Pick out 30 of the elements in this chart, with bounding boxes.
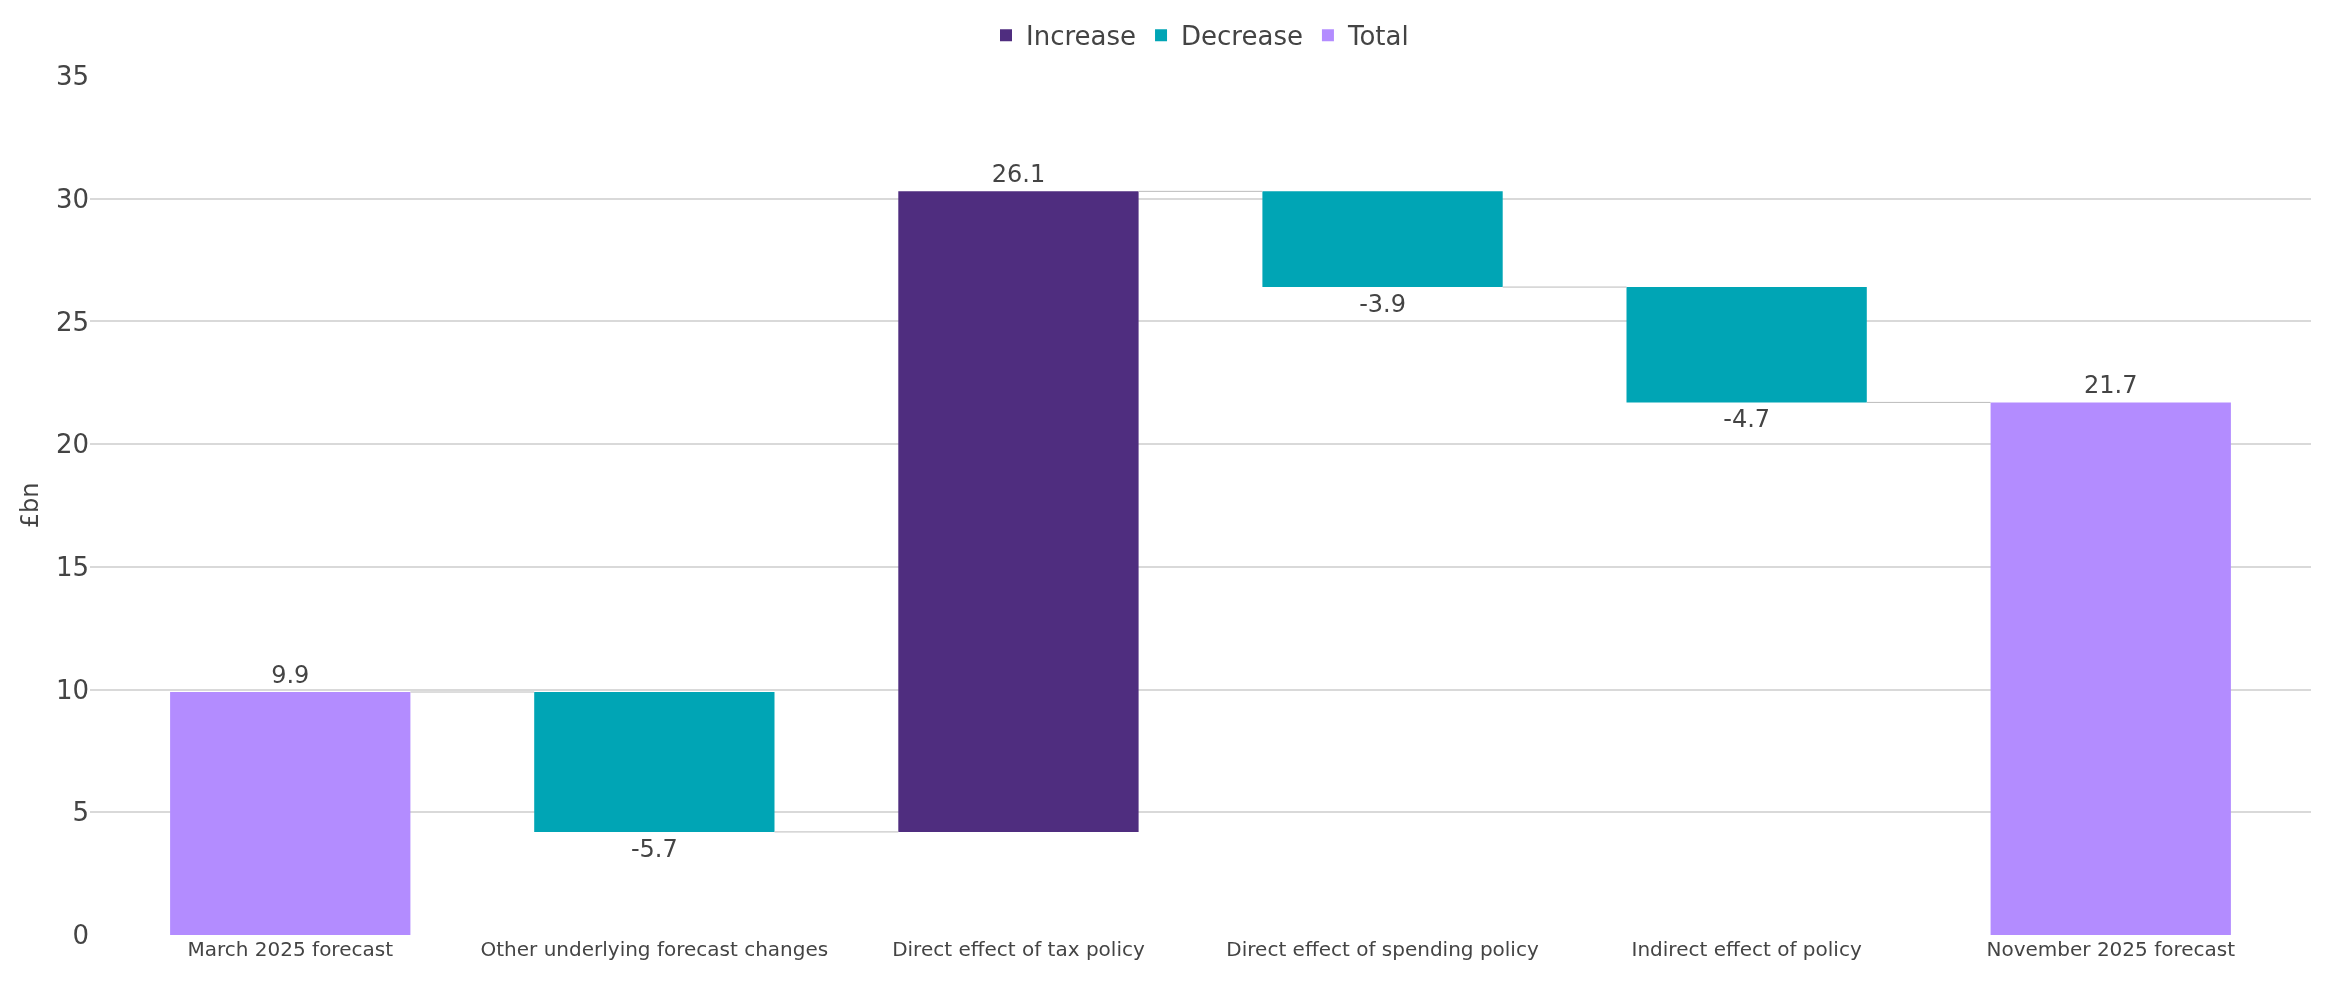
x-tick-label: Direct effect of spending policy (1226, 937, 1539, 961)
bar (898, 191, 1139, 832)
bar (1626, 287, 1867, 403)
y-tick-label: 10 (55, 674, 89, 705)
y-tick-label: 15 (55, 551, 89, 582)
data-label: 26.1 (991, 160, 1046, 189)
y-axis-title: £bn (16, 482, 45, 529)
legend-label: Decrease (1181, 21, 1303, 52)
y-tick-label: 0 (72, 920, 89, 951)
x-tick-label: March 2025 forecast (187, 937, 394, 961)
bar (1262, 191, 1503, 288)
y-tick-label: 25 (55, 306, 89, 337)
x-tick-label: November 2025 forecast (1986, 937, 2236, 961)
data-label: -3.9 (1359, 290, 1406, 319)
y-tick-label: 30 (55, 183, 89, 214)
data-label: -5.7 (630, 834, 678, 863)
legend-label: Increase (1026, 21, 1137, 52)
bar (534, 692, 775, 832)
x-tick-label: Other underlying forecast changes (480, 937, 829, 961)
x-tick-label: Direct effect of tax policy (892, 937, 1145, 961)
y-tick-label: 20 (55, 429, 89, 460)
data-label: 9.9 (271, 661, 310, 690)
data-label: 21.7 (2084, 371, 2138, 400)
bar (1990, 402, 2231, 935)
y-tick-label: 35 (55, 61, 89, 92)
x-tick-label: Indirect effect of policy (1631, 937, 1862, 961)
data-label: -4.7 (1723, 405, 1771, 434)
legend-label: Total (1346, 21, 1409, 52)
y-tick-label: 5 (72, 797, 89, 828)
bar (170, 692, 411, 935)
